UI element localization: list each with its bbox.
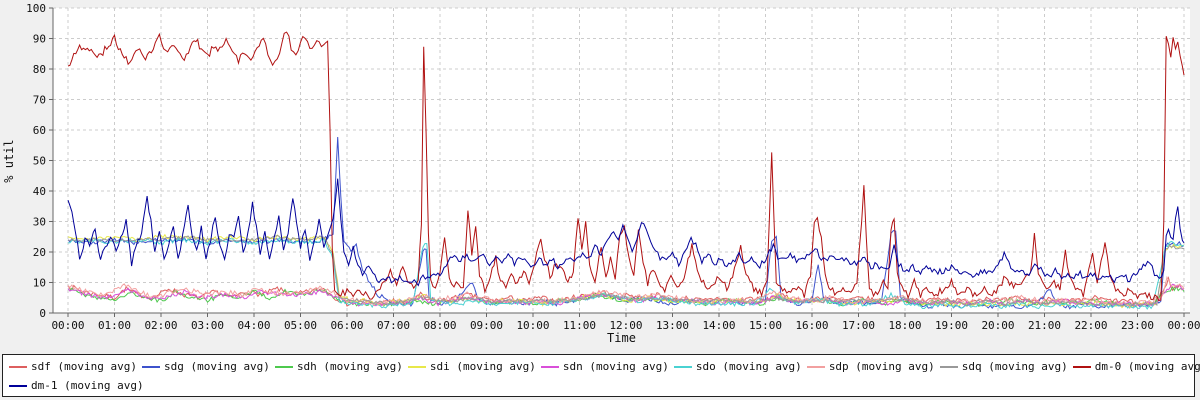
series-line-sdq — [67, 234, 1185, 307]
legend-label-sdf: sdf (moving avg) — [31, 360, 137, 373]
x-tick-label: 08:00 — [423, 319, 456, 332]
x-tick-label: 20:00 — [981, 319, 1014, 332]
series-line-sdf — [67, 275, 1185, 307]
legend-swatch-sdg — [141, 365, 160, 368]
x-tick-label: 00:00 — [1167, 319, 1200, 332]
legend-item-sdg: sdg (moving avg) — [141, 360, 270, 373]
legend-box: sdf (moving avg) sdg (moving avg) sdh (mov… — [2, 354, 1200, 397]
x-tick-label: 06:00 — [330, 319, 363, 332]
x-tick-label: 12:00 — [609, 319, 642, 332]
series-line-sdn — [67, 283, 1185, 307]
legend-swatch-sdq — [939, 365, 958, 368]
series-line-sdo — [67, 236, 1185, 310]
legend-swatch-dm-0 — [1072, 365, 1091, 368]
x-tick-label: 03:00 — [191, 319, 224, 332]
legend-swatch-sdo — [673, 365, 692, 368]
legend-item-sdq: sdq (moving avg) — [939, 360, 1068, 373]
y-tick-label: 40 — [33, 185, 46, 198]
x-axis-title: Time — [607, 331, 636, 345]
legend-item-sdi: sdi (moving avg) — [407, 360, 536, 373]
x-tick-label: 05:00 — [284, 319, 317, 332]
x-tick-label: 21:00 — [1028, 319, 1061, 332]
y-axis-title: % util — [2, 139, 16, 183]
x-tick-label: 04:00 — [237, 319, 270, 332]
y-tick-label: 60 — [33, 124, 46, 137]
series-line-dm-1 — [67, 178, 1185, 287]
x-tick-label: 16:00 — [795, 319, 828, 332]
x-tick-label: 09:00 — [470, 319, 503, 332]
x-tick-label: 01:00 — [98, 319, 131, 332]
x-tick-label: 10:00 — [516, 319, 549, 332]
legend-label-sdh: sdh (moving avg) — [296, 360, 403, 373]
legend-item-dm-1: dm-1 (moving avg) — [9, 379, 144, 392]
legend-item-dm-0: dm-0 (moving avg) — [1072, 360, 1200, 373]
plot-area — [53, 8, 1190, 313]
legend-label-sdq: sdq (moving avg) — [961, 360, 1068, 373]
x-tick-label: 00:00 — [51, 319, 84, 332]
legend-swatch-sdi — [407, 365, 426, 368]
x-tick-label: 19:00 — [935, 319, 968, 332]
legend-label-dm-0: dm-0 (moving avg) — [1094, 360, 1200, 373]
legend-item-sdn: sdn (moving avg) — [540, 360, 669, 373]
legend-label-sdp: sdp (moving avg) — [828, 360, 935, 373]
legend-label-sdi: sdi (moving avg) — [429, 360, 536, 373]
legend-swatch-dm-1 — [9, 384, 27, 387]
legend-item-sdo: sdo (moving avg) — [673, 360, 802, 373]
x-tick-label: 23:00 — [1121, 319, 1154, 332]
x-tick-label: 22:00 — [1074, 319, 1107, 332]
y-tick-label: 30 — [33, 216, 46, 229]
legend-swatch-sdp — [806, 365, 825, 368]
x-tick-label: 14:00 — [702, 319, 735, 332]
y-tick-label: 20 — [33, 246, 46, 259]
legend-swatch-sdn — [540, 365, 559, 368]
legend-swatch-sdh — [274, 365, 293, 368]
y-tick-label: 100 — [26, 2, 46, 15]
legend-label-sdg: sdg (moving avg) — [163, 360, 270, 373]
y-tick-label: 90 — [33, 33, 46, 46]
x-tick-label: 18:00 — [888, 319, 921, 332]
y-tick-label: 50 — [33, 155, 46, 168]
x-tick-label: 07:00 — [377, 319, 410, 332]
y-tick-label: 0 — [39, 307, 46, 320]
legend-row: sdf (moving avg) sdg (moving avg) sdh (mov… — [9, 357, 1200, 376]
x-tick-label: 17:00 — [842, 319, 875, 332]
legend-item-sdh: sdh (moving avg) — [274, 360, 403, 373]
x-tick-label: 02:00 — [144, 319, 177, 332]
legend-label-sdn: sdn (moving avg) — [562, 360, 669, 373]
series-line-dm-0 — [67, 31, 1185, 302]
legend-label-sdo: sdo (moving avg) — [695, 360, 802, 373]
y-tick-label: 10 — [33, 277, 46, 290]
legend-swatch-sdf — [9, 365, 27, 368]
legend-item-sdp: sdp (moving avg) — [806, 360, 935, 373]
x-tick-label: 13:00 — [656, 319, 689, 332]
x-tick-label: 11:00 — [563, 319, 596, 332]
y-tick-label: 70 — [33, 94, 46, 107]
legend-label-dm-1: dm-1 (moving avg) — [31, 379, 144, 392]
legend-item-sdf: sdf (moving avg) — [9, 360, 137, 373]
y-tick-label: 80 — [33, 63, 46, 76]
x-tick-label: 15:00 — [749, 319, 782, 332]
legend-row: dm-1 (moving avg) — [9, 376, 1188, 395]
